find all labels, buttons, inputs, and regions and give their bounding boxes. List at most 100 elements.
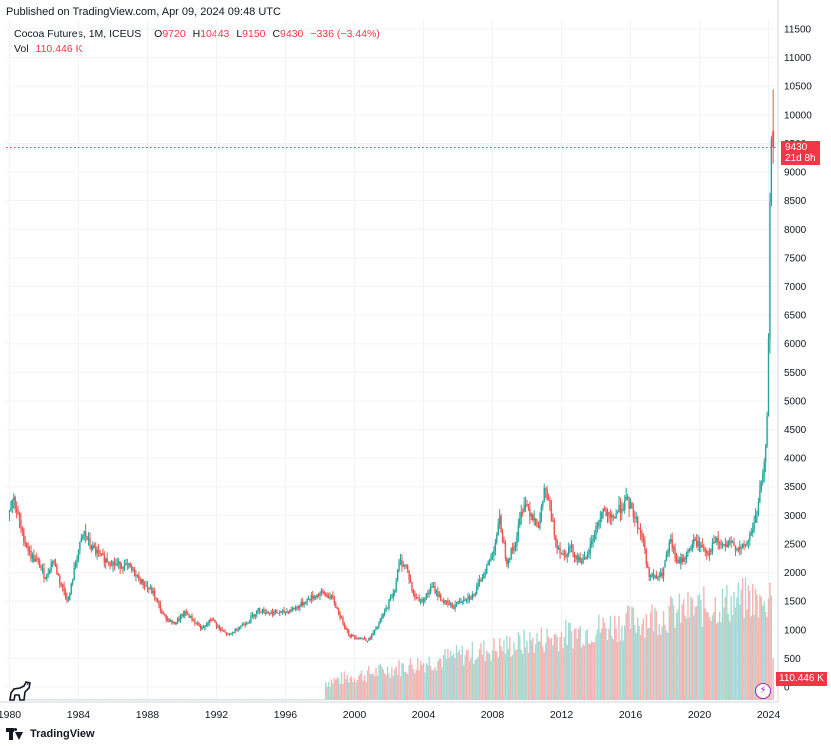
volume-bar <box>158 699 159 701</box>
volume-bar <box>375 668 376 700</box>
candle-body <box>476 587 477 594</box>
candle-body <box>713 542 714 543</box>
volume-bar <box>367 671 368 700</box>
volume-bar <box>640 635 641 700</box>
candle-body <box>674 548 675 559</box>
candle-body <box>717 538 718 543</box>
candle-body <box>36 559 37 560</box>
volume-bar <box>249 699 250 701</box>
volume-bar <box>725 597 726 700</box>
volume-bar <box>706 612 707 700</box>
candle-body <box>705 550 706 551</box>
volume-bar <box>615 628 616 700</box>
volume-bar <box>40 699 41 701</box>
candle-body <box>299 606 300 609</box>
candle-body <box>324 592 325 594</box>
candle-body <box>71 584 72 594</box>
volume-bar <box>743 618 744 700</box>
volume-bar <box>538 641 539 700</box>
candle-body <box>771 139 772 202</box>
candle-body <box>446 600 447 601</box>
candle-body <box>118 561 119 563</box>
volume-bar <box>535 644 536 700</box>
volume-bar <box>301 699 302 701</box>
volume-bar <box>173 699 174 701</box>
candle-body <box>153 591 154 593</box>
volume-bar <box>493 638 494 700</box>
price-chart[interactable]: 0500100015002000250030003500400045005000… <box>0 0 831 750</box>
candle-body <box>614 517 615 518</box>
volume-bar <box>748 586 749 700</box>
candle-body <box>268 612 269 613</box>
volume-bar <box>423 663 424 700</box>
volume-bar <box>361 671 362 700</box>
volume-bar <box>121 699 122 701</box>
candle-body <box>305 603 306 604</box>
lightning-icon[interactable]: ⚡ <box>755 683 771 699</box>
volume-bar <box>157 699 158 701</box>
volume-bar <box>81 699 82 701</box>
candle-body <box>85 531 86 536</box>
volume-bar <box>618 616 619 700</box>
candle-body <box>252 615 253 616</box>
volume-bar <box>631 607 632 700</box>
volume-bar <box>38 699 39 701</box>
candle-body <box>102 553 103 555</box>
volume-bar <box>143 699 144 701</box>
candle-body <box>719 543 720 544</box>
volume-bar <box>578 629 579 700</box>
candle-body <box>558 548 559 549</box>
candle-body <box>263 609 264 613</box>
volume-bar <box>368 666 369 700</box>
candle-body <box>319 593 320 595</box>
volume-bar <box>250 699 251 701</box>
volume-bar <box>630 629 631 700</box>
candle-body <box>377 627 378 628</box>
volume-bar <box>232 699 233 701</box>
candle-body <box>255 614 256 616</box>
volume-bar <box>565 620 566 700</box>
volume-bar <box>713 612 714 700</box>
volume-bar <box>591 641 592 700</box>
candle-body <box>574 553 575 557</box>
volume-bar <box>148 699 149 701</box>
volume-bar <box>203 699 204 701</box>
candle-body <box>663 568 664 577</box>
volume-bar <box>625 613 626 700</box>
volume-bar <box>523 630 524 700</box>
volume-bar <box>574 629 575 700</box>
candle-body <box>581 562 582 563</box>
candle-body <box>591 541 592 545</box>
candle-body <box>753 523 754 530</box>
candle-body <box>720 543 721 545</box>
candle-body <box>564 554 565 556</box>
candle-body <box>407 566 408 571</box>
volume-bar <box>666 631 667 700</box>
candle-body <box>338 609 339 615</box>
brand-name[interactable]: TradingView <box>30 728 95 740</box>
candle-body <box>496 535 497 543</box>
candle-body <box>479 580 480 583</box>
candle-body <box>361 638 362 639</box>
candle-body <box>259 608 260 611</box>
volume-bar <box>285 699 286 701</box>
candle-body <box>104 555 105 563</box>
volume-bar <box>168 699 169 701</box>
volume-bar <box>293 699 294 701</box>
volume-bar <box>137 699 138 701</box>
candle-body <box>256 611 257 615</box>
volume-bar <box>358 676 359 700</box>
volume-bar <box>282 699 283 701</box>
candle-body <box>199 625 200 626</box>
volume-bar <box>321 699 322 701</box>
volume-bar <box>595 635 596 700</box>
candle-body <box>621 509 622 513</box>
dino-icon[interactable] <box>7 680 33 702</box>
candle-body <box>473 594 474 595</box>
volume-bar <box>687 592 688 700</box>
volume-bar <box>597 630 598 700</box>
candle-body <box>516 536 517 545</box>
candle-body <box>748 540 749 542</box>
candle-body <box>69 593 70 600</box>
y-tick-label: 6000 <box>784 339 807 350</box>
